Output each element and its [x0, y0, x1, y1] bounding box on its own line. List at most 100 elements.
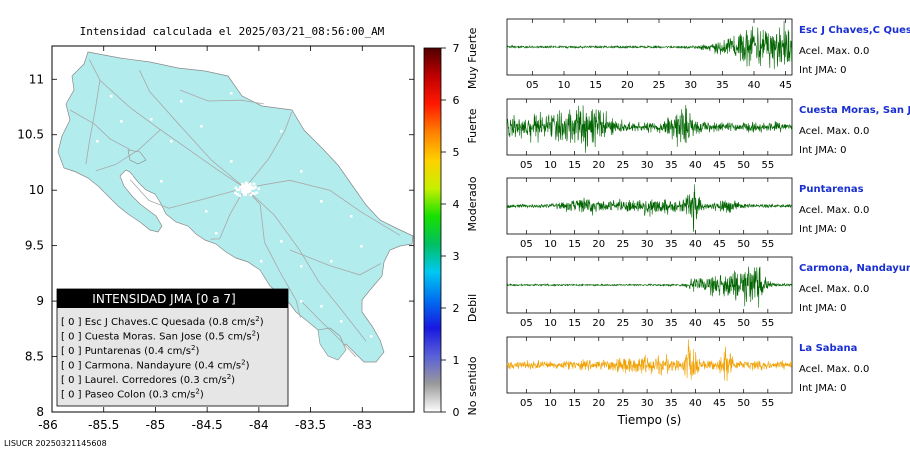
station-dot: [234, 191, 237, 195]
station-dot: [241, 188, 244, 192]
seismogram-x-tick-label: 50: [737, 239, 750, 250]
colorbar-tick-label: 3: [453, 250, 460, 263]
legend-box: [56, 288, 289, 407]
station-dot: [235, 188, 239, 191]
colorbar-tick-label: 0: [453, 406, 460, 419]
station-dot: [251, 192, 254, 195]
seismogram-trace: [506, 105, 793, 153]
map-y-tick-label: 9.5: [25, 239, 44, 253]
legend-item-close: ): [195, 346, 199, 357]
seismogram-x-tick-label: 25: [617, 239, 630, 250]
station-dot: [249, 193, 253, 197]
road-line: [129, 179, 246, 209]
seismogram-x-tick-label: 25: [617, 398, 630, 409]
road-line: [85, 79, 101, 165]
seismogram-x-tick-label: 20: [592, 160, 605, 171]
station-dot: [247, 185, 250, 188]
map-y-tick-label: 9: [36, 294, 44, 308]
seismogram-trace: [506, 20, 793, 70]
seismogram-panels: 05 10 15 20 25 30 35 40 45 Esc J Chaves,C Quesada…: [506, 18, 910, 427]
legend-item-close: ): [256, 332, 260, 343]
legend-item: [ 0 ] Carmona. Nandayure (0.4 cm/s2): [61, 359, 250, 372]
map-title: Intensidad calculada el 2025/03/21_08:56…: [80, 25, 385, 38]
seismogram-x-tick-label: 55: [761, 398, 774, 409]
station-dot: [247, 187, 251, 190]
legend-item-sup: 2: [227, 373, 231, 381]
accel-max-label: Acel. Max. 0.0: [799, 284, 869, 295]
map-x-tick-label: -85: [146, 418, 166, 432]
footer-id: LISUCR 20250321145608: [4, 439, 107, 448]
station-dot: [246, 188, 250, 191]
map-x-tick-label: -84: [249, 418, 269, 432]
legend-item-close: ): [231, 375, 235, 386]
station-dot: [238, 188, 241, 191]
seismogram-x-tick-label: 35: [665, 239, 678, 250]
colorbar-category-label: Moderado: [466, 176, 479, 231]
map-y-tick-label: 10.5: [17, 128, 44, 142]
seismogram-x-tick-label: 30: [641, 239, 654, 250]
station-dot: [150, 118, 153, 121]
map-x-tick-label: -83: [352, 418, 372, 432]
seismogram-x-tick-label: 35: [665, 398, 678, 409]
seismogram-x-tick-label: 40: [689, 318, 702, 329]
map-x-tick-label: -83.5: [295, 418, 326, 432]
seismogram-frame: [506, 177, 793, 235]
map-x-tick-label: -84.5: [192, 418, 223, 432]
station-dot: [110, 95, 113, 98]
legend-item-sup: 2: [252, 330, 256, 338]
seismogram-x-tick-label: 10: [544, 318, 557, 329]
map-y-axis: 11 10.5 10 9.5 9 8.5 8: [17, 72, 414, 419]
colorbar-category-label: No sentido: [466, 356, 479, 415]
map-x-tick-label: -85.5: [88, 418, 119, 432]
seismogram-x-tick-label: 30: [641, 318, 654, 329]
station-dot: [300, 265, 303, 268]
road-line: [210, 187, 246, 240]
seismogram-x-tick-label: 45: [713, 160, 726, 171]
seismogram-x-tick-label: 55: [761, 160, 774, 171]
station-dot: [242, 190, 245, 193]
station-dot: [244, 186, 247, 189]
station-dot: [244, 193, 247, 196]
road-line: [244, 187, 367, 342]
station-dot: [248, 188, 252, 191]
legend-item-close: ): [200, 390, 204, 401]
seismogram-x-tick-label: 50: [737, 398, 750, 409]
road-line: [95, 129, 161, 172]
colorbar-tick-label: 1: [453, 354, 460, 367]
accel-max-label: Acel. Max. 0.0: [799, 126, 869, 137]
seismogram-x-tick-label: 25: [653, 80, 666, 91]
seismogram-trace: [506, 184, 793, 232]
seismogram-x-tick-label: 45: [713, 318, 726, 329]
road-line: [244, 187, 301, 318]
seismogram-x-tick-label: 30: [641, 160, 654, 171]
station-dot: [238, 194, 242, 197]
station-dot: [300, 170, 303, 173]
station-name: Cuesta Moras, San Jose: [799, 105, 910, 116]
legend-item-sup: 2: [255, 315, 259, 323]
station-dot: [253, 192, 256, 195]
seismogram-x-tick-label: 50: [737, 160, 750, 171]
legend-item-sup: 2: [195, 388, 199, 396]
seismogram-x-tick-label: 45: [713, 398, 726, 409]
map-x-axis: -85.5 -85 -84.5 -84 -83.5 -83 -86: [38, 46, 372, 432]
seismogram-x-tick-label: 35: [665, 318, 678, 329]
station-dot: [245, 181, 248, 185]
station-dot: [320, 305, 323, 308]
seismogram-x-tick-label: 40: [748, 80, 761, 91]
station-dot: [130, 175, 133, 178]
station-dot: [340, 320, 343, 323]
seismogram-x-tick-label: 10: [558, 80, 571, 91]
station-dot: [360, 245, 363, 248]
legend-header: [57, 289, 288, 308]
seismogram-x-tick-label: 05: [520, 239, 533, 250]
colorbar-tick-label: 2: [453, 302, 460, 315]
seismogram-x-tick-label: 20: [621, 80, 634, 91]
jma-intensity-label: Int JMA: 0: [799, 145, 847, 156]
colorbar-tick-label: 5: [453, 146, 460, 159]
seismogram-x-tick-label: 15: [568, 318, 581, 329]
road-line: [289, 249, 382, 276]
road-line: [139, 69, 246, 189]
map-y-tick-label: 11: [29, 72, 44, 86]
map-x-origin-label: -86: [38, 418, 58, 432]
seismogram-x-tick-label: 15: [568, 239, 581, 250]
